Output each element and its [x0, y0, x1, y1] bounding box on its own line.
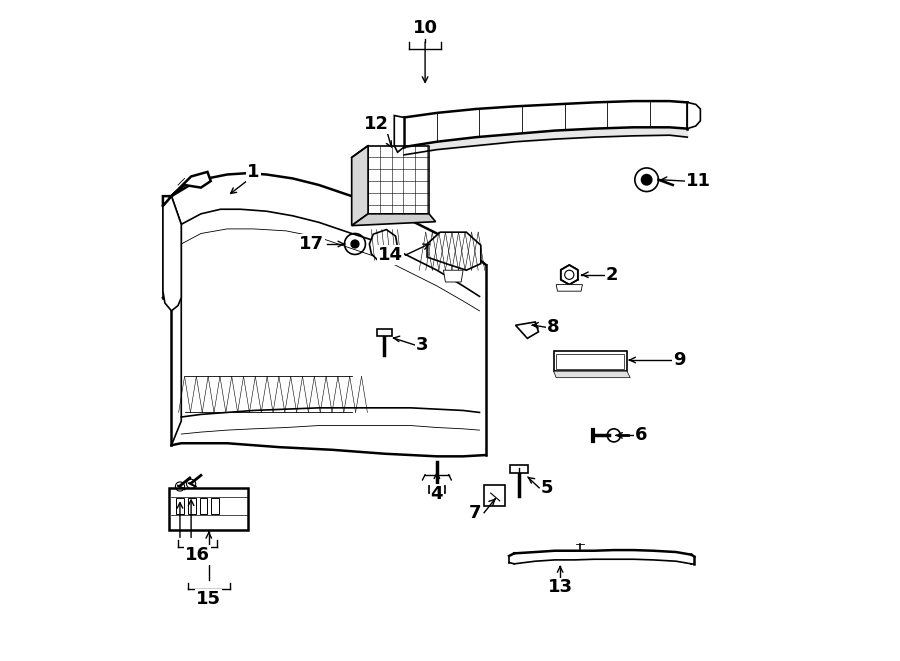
Polygon shape	[428, 232, 481, 270]
Polygon shape	[561, 265, 578, 285]
Text: 3: 3	[416, 336, 428, 354]
Text: 4: 4	[430, 485, 443, 504]
Polygon shape	[163, 172, 211, 206]
Polygon shape	[368, 145, 429, 214]
Polygon shape	[352, 214, 436, 225]
Polygon shape	[163, 196, 181, 311]
Text: 13: 13	[547, 578, 572, 596]
Text: 14: 14	[378, 246, 403, 264]
Bar	[484, 485, 505, 506]
Circle shape	[351, 240, 359, 248]
Text: 5: 5	[541, 479, 553, 497]
Text: 7: 7	[469, 504, 482, 522]
Polygon shape	[369, 229, 398, 260]
Bar	[556, 354, 625, 369]
Text: 8: 8	[547, 318, 560, 336]
Text: 17: 17	[299, 235, 324, 253]
Bar	[176, 498, 184, 514]
Bar	[554, 352, 627, 371]
Polygon shape	[444, 270, 464, 282]
Text: 15: 15	[196, 590, 221, 608]
Text: 11: 11	[686, 172, 711, 190]
Text: 1: 1	[248, 163, 259, 181]
Polygon shape	[516, 322, 538, 338]
Bar	[211, 498, 219, 514]
Polygon shape	[554, 371, 630, 377]
Bar	[509, 465, 528, 473]
Polygon shape	[352, 145, 368, 225]
Polygon shape	[394, 116, 404, 152]
Text: 2: 2	[606, 266, 618, 284]
Text: 6: 6	[634, 426, 647, 444]
Bar	[188, 498, 195, 514]
Text: 9: 9	[673, 351, 686, 369]
Circle shape	[642, 175, 652, 185]
Polygon shape	[688, 102, 700, 129]
Polygon shape	[556, 285, 582, 292]
Bar	[429, 486, 445, 493]
Bar	[376, 329, 392, 336]
Text: 16: 16	[185, 546, 211, 564]
Bar	[169, 488, 248, 530]
Text: 10: 10	[412, 19, 437, 36]
Text: 12: 12	[364, 115, 389, 133]
Bar	[200, 498, 208, 514]
